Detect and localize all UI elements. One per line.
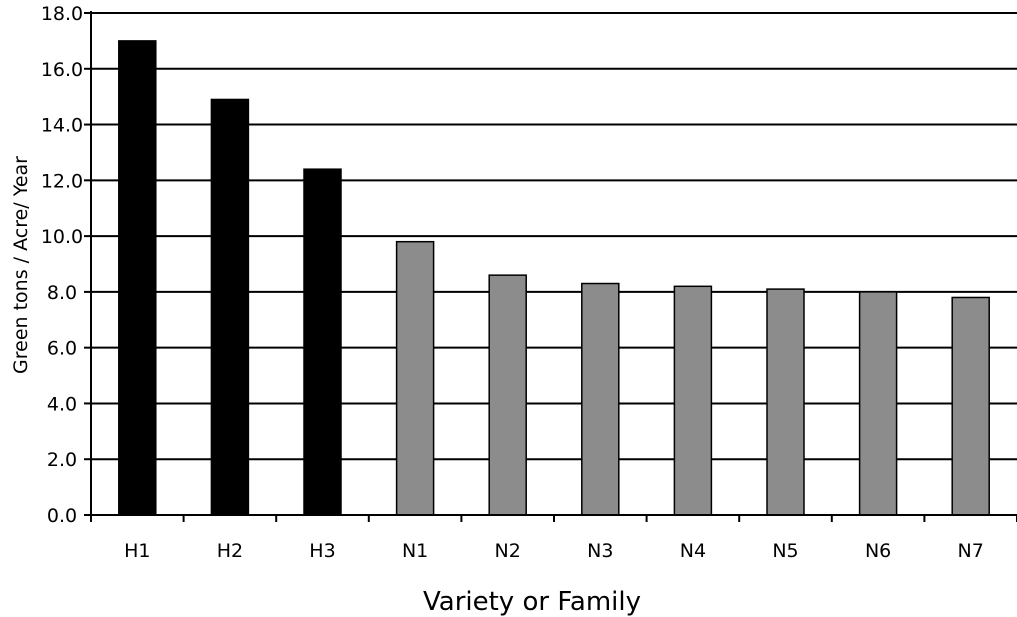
x-tick-label: N4: [680, 540, 706, 562]
bar-n4: [673, 285, 713, 516]
y-axis-title: Green tons / Acre/ Year: [10, 156, 32, 374]
x-tick-label: N3: [587, 540, 613, 562]
axes: [84, 11, 1017, 522]
bar-n5: [766, 288, 805, 516]
y-tick-label: 6.0: [47, 338, 77, 360]
y-tick-label: 12.0: [41, 170, 83, 192]
x-tick-label: H2: [217, 540, 243, 562]
y-tick-label: 14.0: [41, 115, 83, 137]
bar-h3: [303, 168, 342, 516]
x-tick-label: H3: [309, 540, 335, 562]
y-tick-label: 2.0: [47, 449, 77, 471]
bars: [118, 40, 990, 516]
x-axis-title: Variety or Family: [423, 587, 641, 617]
bar-n6: [858, 291, 898, 516]
bar-n1: [395, 240, 435, 516]
bar-n3: [581, 282, 620, 516]
x-tick-label: H1: [124, 540, 150, 562]
x-tick-label: N6: [865, 540, 891, 562]
y-tick-label: 10.0: [41, 226, 83, 248]
x-tick-label: N1: [402, 540, 428, 562]
bar-n2: [488, 274, 527, 516]
x-tick-label: N2: [495, 540, 521, 562]
bar-h1: [118, 40, 157, 516]
bar-n7: [951, 296, 990, 516]
y-tick-label: 16.0: [41, 59, 83, 81]
y-tick-label: 18.0: [41, 3, 83, 25]
x-tick-labels: H1 H2 H3 N1 N2 N3 N4 N5 N6 N7: [124, 540, 984, 562]
y-tick-labels: 0.0 2.0 4.0 6.0 8.0 10.0 12.0 14.0 16.0 18.0: [41, 3, 83, 527]
y-tick-label: 8.0: [47, 282, 77, 304]
x-tick-label: N5: [772, 540, 798, 562]
y-tick-label: 4.0: [47, 393, 77, 415]
x-tick-label: N7: [958, 540, 984, 562]
y-tick-label: 0.0: [47, 505, 77, 527]
bar-h2: [210, 98, 250, 516]
